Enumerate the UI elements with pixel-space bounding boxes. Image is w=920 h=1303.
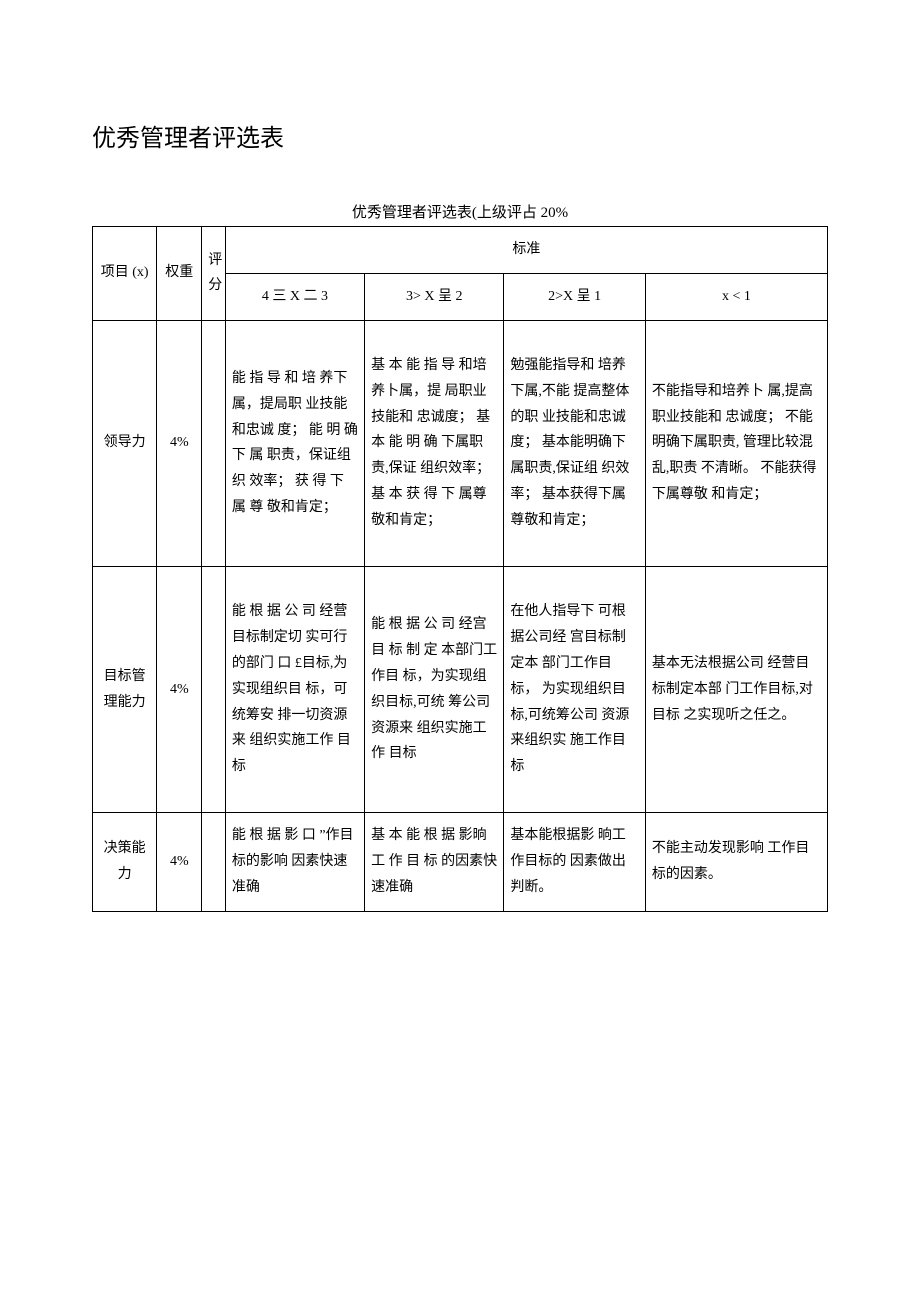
table-caption: 优秀管理者评选表(上级评占 20% [92,201,828,222]
cell-item: 领导力 [93,320,157,566]
table-header-row: 项目 (x) 权重 评分 标准 [93,227,828,274]
cell-criteria: 基本能根据影 晌工作目标的 因素做出判断。 [504,813,645,912]
cell-score [202,813,226,912]
col-header-weight: 权重 [157,227,202,321]
table-row: 领导力 4% 能 指 导 和 培 养下属，提局职 业技能和忠诚 度； 能 明 确… [93,320,828,566]
cell-item: 决策能 力 [93,813,157,912]
cell-criteria: 基 本 能 指 导 和培养卜属，提 局职业技能和 忠诚度； 基 本 能 明 确 … [365,320,504,566]
cell-criteria: 不能主动发现影响 工作目标的因素。 [645,813,827,912]
evaluation-table: 项目 (x) 权重 评分 标准 4 三 X 二 3 3> X 呈 2 2>X 呈… [92,226,828,912]
col-header-range4: x < 1 [645,273,827,320]
cell-criteria: 能 根 据 公 司 经营目标制定切 实可行的部门 口 £目标,为 实现组织目 标… [225,567,364,813]
col-header-score: 评分 [202,227,226,321]
cell-item: 目标管理能力 [93,567,157,813]
table-row: 目标管理能力 4% 能 根 据 公 司 经营目标制定切 实可行的部门 口 £目标… [93,567,828,813]
cell-criteria: 基 本 能 根 据 影晌 工 作 目 标 的因素快速准确 [365,813,504,912]
cell-criteria: 在他人指导下 可根据公司经 宫目标制定本 部门工作目标， 为实现组织目 标,可统… [504,567,645,813]
cell-weight: 4% [157,567,202,813]
col-header-range1: 4 三 X 二 3 [225,273,364,320]
col-header-range3: 2>X 呈 1 [504,273,645,320]
cell-criteria: 能 根 据 公 司 经宫 目 标 制 定 本部门工作目 标，为实现组 织目标,可… [365,567,504,813]
cell-criteria: 基本无法根据公司 经营目标制定本部 门工作目标,对目标 之实现听之任之。 [645,567,827,813]
page-title: 优秀管理者评选表 [92,118,828,153]
table-row: 决策能 力 4% 能 根 据 影 口 ”作目标的影响 因素快速准确 基 本 能 … [93,813,828,912]
col-header-item: 项目 (x) [93,227,157,321]
col-header-standard: 标准 [225,227,827,274]
cell-criteria: 能 根 据 影 口 ”作目标的影响 因素快速准确 [225,813,364,912]
cell-score [202,320,226,566]
col-header-range2: 3> X 呈 2 [365,273,504,320]
cell-score [202,567,226,813]
cell-weight: 4% [157,320,202,566]
cell-criteria: 能 指 导 和 培 养下属，提局职 业技能和忠诚 度； 能 明 确 下 属 职责… [225,320,364,566]
cell-weight: 4% [157,813,202,912]
cell-criteria: 勉强能指导和 培养下属,不能 提高整体的职 业技能和忠诚 度； 基本能明确下 属… [504,320,645,566]
cell-criteria: 不能指导和培养卜 属,提高职业技能和 忠诚度； 不能明确下属职责, 管理比较混乱… [645,320,827,566]
